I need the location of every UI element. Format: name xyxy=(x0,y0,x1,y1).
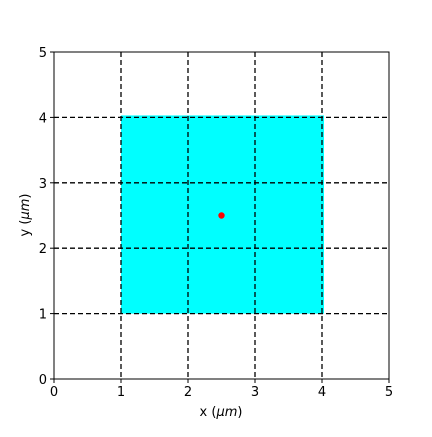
x-axis-label-unit: μm xyxy=(215,405,237,420)
x-tick-label-3: 3 xyxy=(251,385,259,400)
y-tick-label-4: 4 xyxy=(39,111,47,126)
y-axis-label-close: ) xyxy=(18,194,33,199)
y-tick-label-5: 5 xyxy=(39,46,47,61)
y-axis-label-unit: μm xyxy=(18,199,33,221)
x-tick-label-0: 0 xyxy=(50,385,58,400)
data-point-0 xyxy=(218,212,225,219)
x-tick-label-2: 2 xyxy=(184,385,192,400)
axes-frame xyxy=(53,51,390,380)
x-tick-label-1: 1 xyxy=(117,385,125,400)
x-axis-label-close: ) xyxy=(237,405,242,420)
y-tick-label-2: 2 xyxy=(39,242,47,257)
y-axis-label: y (μm) xyxy=(18,194,33,237)
y-axis-label-main: y ( xyxy=(18,220,33,237)
x-axis-label: x (μm) xyxy=(200,405,243,420)
y-tick-label-3: 3 xyxy=(39,177,47,192)
y-tick-label-1: 1 xyxy=(39,308,47,323)
x-tick-label-5: 5 xyxy=(385,385,393,400)
x-tick-label-4: 4 xyxy=(318,385,326,400)
x-axis-label-main: x ( xyxy=(200,405,217,420)
plot-area: 0 1 2 3 4 5 0 1 2 3 4 5 xyxy=(39,46,393,400)
y-tick-label-0: 0 xyxy=(39,373,47,388)
